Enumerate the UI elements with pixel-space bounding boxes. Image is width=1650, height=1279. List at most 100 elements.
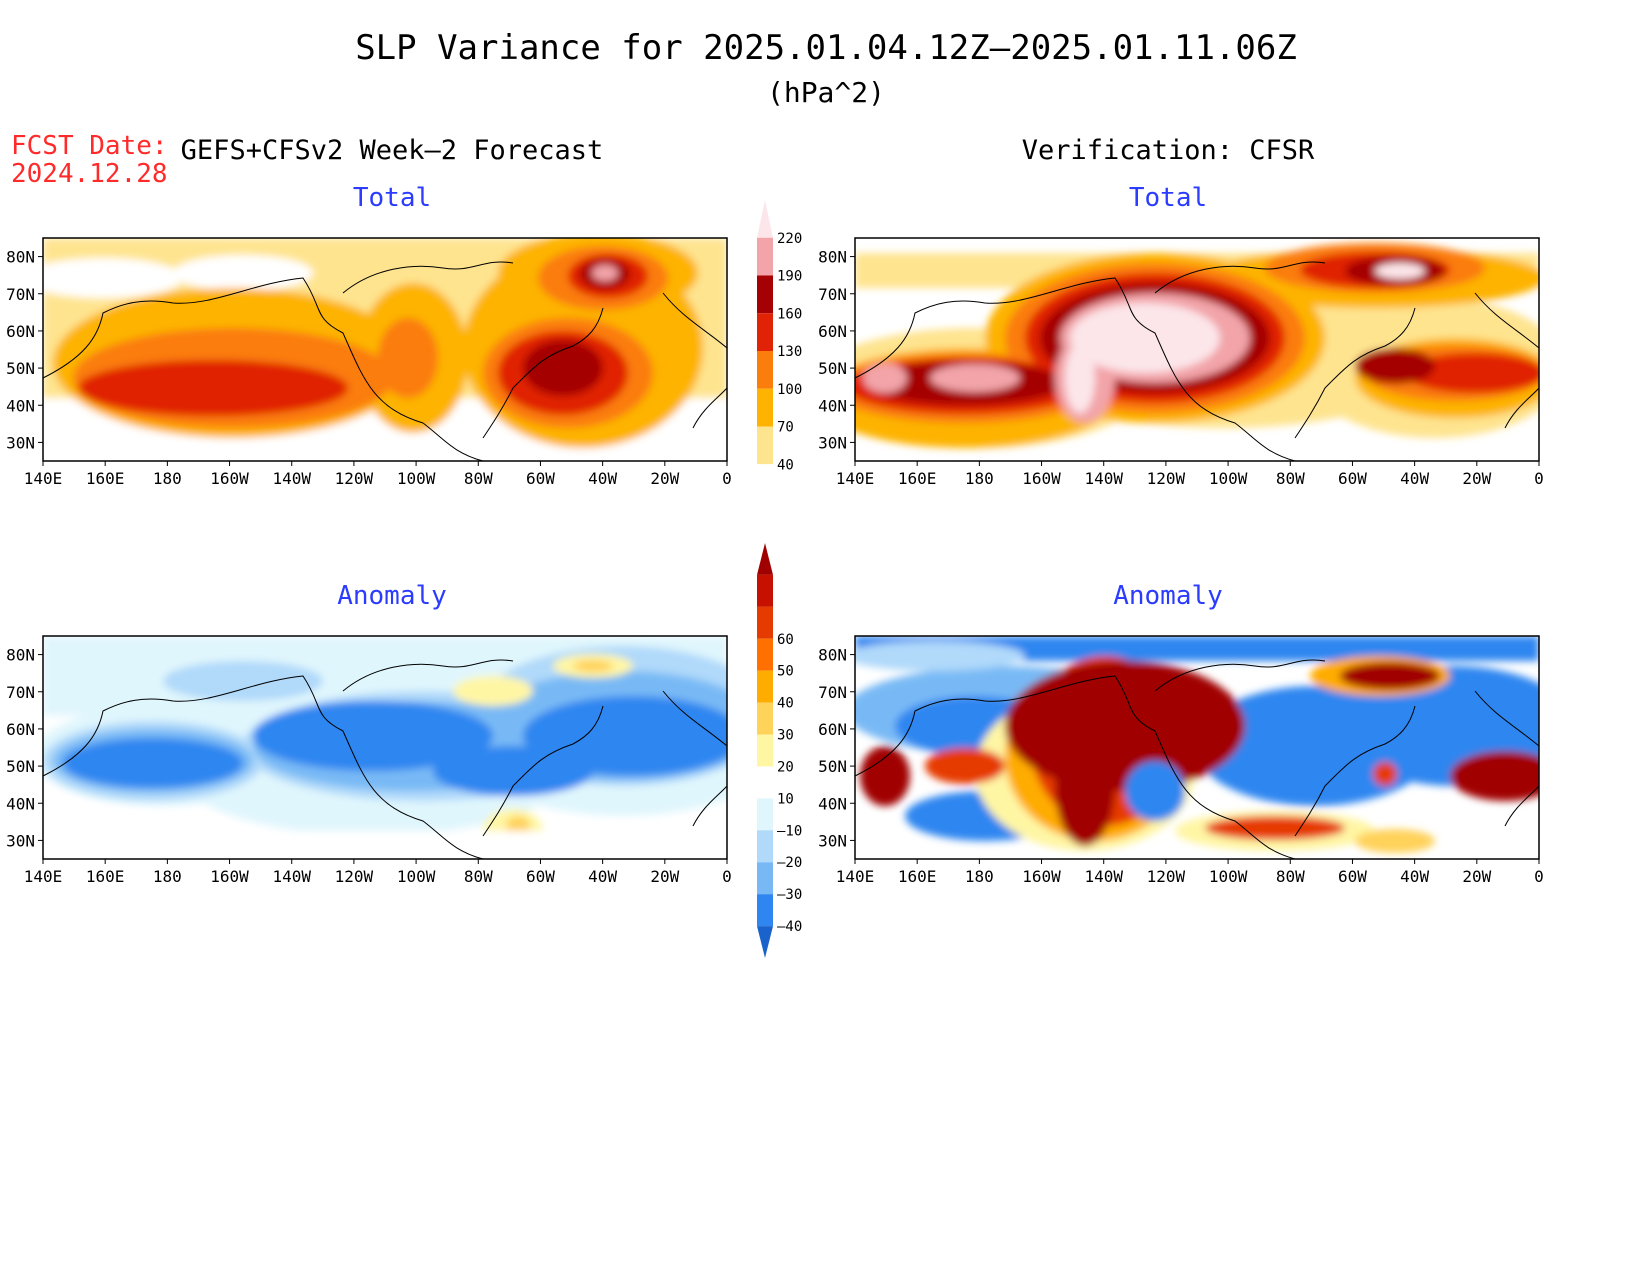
lon-tick-label: 140E (24, 469, 63, 488)
colorbar-swatch (757, 766, 773, 799)
colorbar-label: –30 (777, 887, 802, 903)
colorbar-label: –10 (777, 823, 802, 839)
map-forecast-total (42, 237, 728, 462)
lat-tick-label: 40N (6, 396, 35, 415)
lon-tick-label: 180 (965, 867, 994, 886)
colorbar-swatch (757, 200, 773, 238)
colorbar-swatch (757, 574, 773, 607)
lon-tick-label: 120W (1147, 469, 1186, 488)
lat-tick-label: 80N (6, 248, 35, 267)
colorbar-label: 20 (777, 759, 794, 775)
lat-tick-label: 80N (818, 646, 847, 665)
lat-tick-label: 50N (6, 359, 35, 378)
lon-tick-label: 160W (1022, 867, 1061, 886)
lat-tick-label: 40N (818, 396, 847, 415)
colorbar-swatch (757, 237, 773, 276)
colorbar-swatch (757, 543, 773, 575)
map-verification-total (854, 237, 1540, 462)
lon-tick-label: 160E (898, 867, 937, 886)
lon-tick-label: 20W (650, 867, 679, 886)
lon-tick-label: 40W (588, 469, 617, 488)
lon-tick-label: 60W (526, 867, 555, 886)
lat-tick-label: 50N (818, 757, 847, 776)
lon-tick-label: 140W (1084, 867, 1123, 886)
colorbar-swatch (757, 426, 773, 465)
lat-tick-label: 70N (818, 285, 847, 304)
lon-tick-label: 160E (86, 867, 125, 886)
lon-tick-label: 160W (1022, 469, 1061, 488)
colorbar-swatch (757, 606, 773, 639)
lon-tick-label: 20W (1462, 469, 1491, 488)
map-verification-anomaly (854, 635, 1540, 860)
colorbar-swatch (757, 734, 773, 767)
lon-tick-label: 140E (836, 867, 875, 886)
colorbar-label: 130 (777, 344, 802, 360)
lon-tick-label: 40W (588, 867, 617, 886)
fcst-date-value: 2024.12.28 (11, 159, 168, 189)
colorbar-swatch (757, 313, 773, 351)
lon-tick-label: 0 (722, 867, 732, 886)
lat-tick-label: 50N (818, 359, 847, 378)
lon-tick-label: 80W (464, 469, 493, 488)
units-label: (hPa^2) (767, 76, 885, 109)
lon-tick-label: 0 (1534, 469, 1544, 488)
lat-tick-label: 30N (818, 433, 847, 452)
panel-title-verification-anomaly: Anomaly (1113, 581, 1223, 611)
lat-tick-label: 60N (818, 322, 847, 341)
lon-tick-label: 160W (210, 867, 249, 886)
lon-tick-label: 0 (722, 469, 732, 488)
lon-tick-label: 80W (1276, 867, 1305, 886)
lat-tick-label: 60N (818, 720, 847, 739)
colorbar-swatch (757, 464, 773, 502)
lon-tick-label: 140E (24, 867, 63, 886)
coastline-overlay (42, 659, 728, 860)
lon-tick-label: 160E (898, 469, 937, 488)
coastline-overlay (854, 261, 1540, 462)
colorbar-label: –20 (777, 855, 802, 871)
lon-tick-label: 140E (836, 469, 875, 488)
colorbar-label: 40 (777, 457, 794, 473)
verification-heading: Verification: CFSR (1022, 135, 1315, 166)
lat-tick-label: 70N (6, 683, 35, 702)
lon-tick-label: 140W (1084, 469, 1123, 488)
axis-ticks: 140E 160E 180 160W 140W 120W 100W 80W 60W 40W 20W 0… (6, 248, 1544, 886)
lat-tick-label: 80N (818, 248, 847, 267)
panel-title-verification-total: Total (1129, 183, 1207, 213)
lon-tick-label: 100W (397, 469, 436, 488)
colorbar-swatch (757, 702, 773, 735)
lon-tick-label: 160E (86, 469, 125, 488)
colorbar-label: 50 (777, 664, 794, 680)
lon-tick-label: 40W (1400, 867, 1429, 886)
colorbar-swatch (757, 798, 773, 831)
lat-tick-label: 70N (6, 285, 35, 304)
colorbar-swatch (757, 275, 773, 314)
coastline-overlay (42, 261, 728, 462)
lon-tick-label: 0 (1534, 867, 1544, 886)
colorbar-anomaly: –40 –30 –20 –10 10 20 30 40 50 60 (757, 543, 802, 958)
lon-tick-label: 180 (153, 867, 182, 886)
colorbar-label: 160 (777, 306, 802, 322)
colorbar-label: 10 (777, 791, 794, 807)
lon-tick-label: 140W (272, 867, 311, 886)
colorbar-label: 220 (777, 231, 802, 247)
forecast-heading: GEFS+CFSv2 Week–2 Forecast (181, 135, 604, 166)
colorbar-swatch (757, 638, 773, 671)
colorbar-label: 70 (777, 420, 794, 436)
lat-tick-label: 30N (6, 433, 35, 452)
colorbar-total: 40 70 100 130 160 190 220 (757, 200, 802, 502)
lon-tick-label: 160W (210, 469, 249, 488)
lon-tick-label: 20W (1462, 867, 1491, 886)
lon-tick-label: 40W (1400, 469, 1429, 488)
coastline-overlay (854, 659, 1540, 860)
lat-tick-label: 60N (6, 720, 35, 739)
colorbar-swatch (757, 830, 773, 863)
colorbar-swatch (757, 926, 773, 958)
lon-tick-label: 80W (464, 867, 493, 886)
colorbar-swatch (757, 670, 773, 703)
lon-tick-label: 120W (335, 469, 374, 488)
lat-tick-label: 70N (818, 683, 847, 702)
lon-tick-label: 180 (153, 469, 182, 488)
lon-tick-label: 60W (526, 469, 555, 488)
lon-tick-label: 180 (965, 469, 994, 488)
